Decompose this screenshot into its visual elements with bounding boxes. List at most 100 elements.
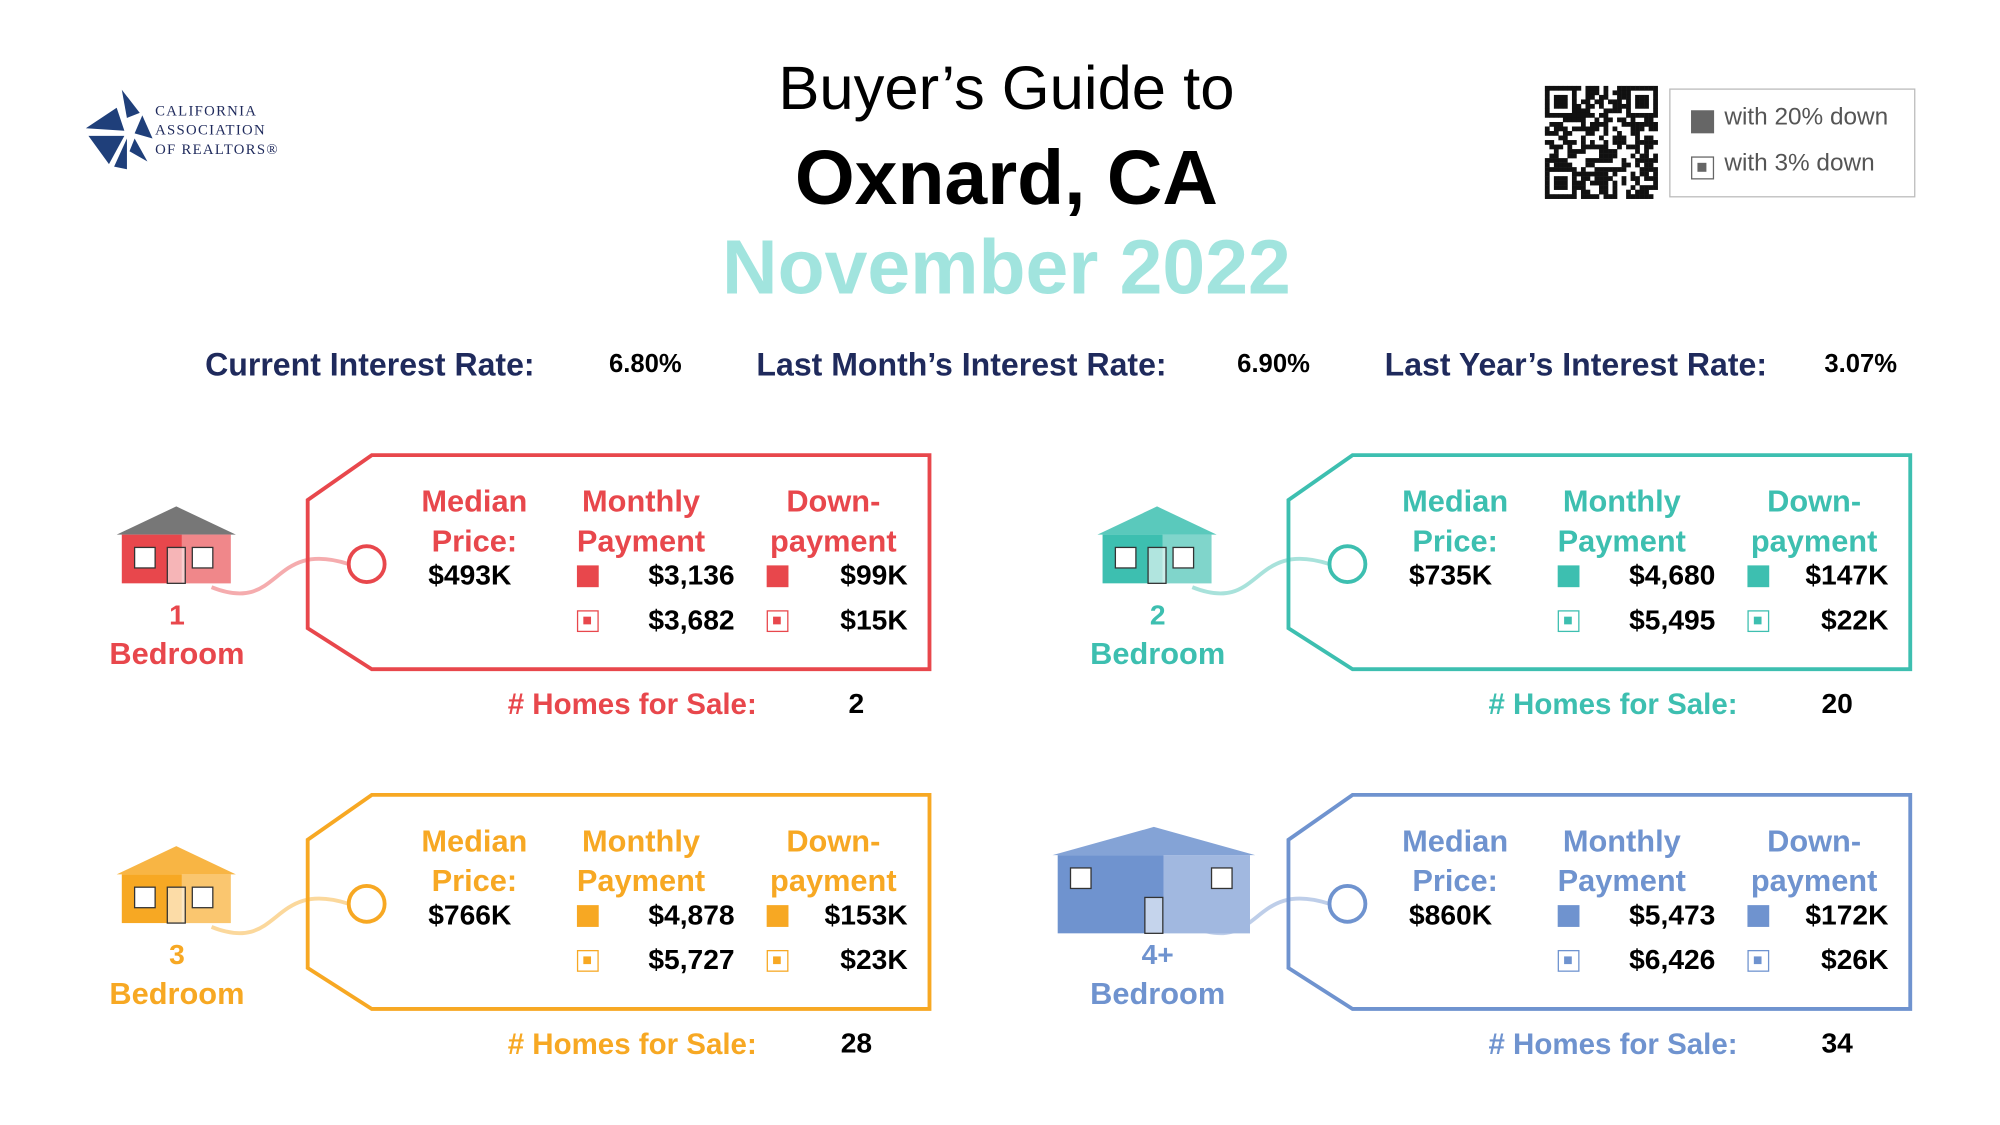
house-door	[1147, 546, 1167, 584]
qr-cell	[1644, 144, 1649, 150]
qr-cell	[1562, 180, 1568, 186]
qr-cell	[1553, 149, 1559, 154]
qr-cell	[1558, 144, 1564, 150]
qr-cell	[1635, 131, 1640, 136]
qr-cell	[1594, 90, 1600, 96]
payment-marker-inner	[1564, 616, 1572, 625]
homes-for-sale: 2	[848, 687, 865, 720]
qr-cell	[1621, 158, 1627, 163]
house-side	[1163, 855, 1250, 934]
qr-cell	[1599, 171, 1604, 177]
down-marker	[766, 565, 789, 588]
qr-cell	[1589, 171, 1595, 177]
logo-line: ASSOCIATION	[155, 123, 266, 139]
qr-cell	[1562, 94, 1568, 100]
qr-cell	[1635, 149, 1640, 154]
qr-cell	[1589, 126, 1595, 132]
qr-cell	[1589, 121, 1595, 127]
rate-label: Current Interest Rate:	[205, 347, 535, 384]
legend: with 20% down with 3% down	[1669, 88, 1916, 198]
qr-cell	[1639, 153, 1645, 159]
qr-cell	[1612, 180, 1618, 186]
qr-cell	[1562, 185, 1568, 190]
qr-cell	[1549, 121, 1555, 127]
qr-cell	[1603, 112, 1609, 118]
qr-cell	[1653, 103, 1658, 109]
logo-mark	[85, 89, 153, 170]
qr-cell	[1653, 140, 1658, 145]
down-marker	[766, 610, 789, 633]
qr-cell	[1617, 144, 1622, 150]
tag-string	[210, 556, 350, 596]
column-heading: Monthly Payment	[1557, 484, 1686, 559]
qr-cell	[1585, 189, 1591, 195]
qr-cell	[1589, 112, 1595, 118]
qr-cell	[1558, 94, 1564, 100]
date: November 2022	[722, 224, 1291, 311]
qr-cell	[1603, 194, 1609, 199]
qr-cell	[1612, 185, 1618, 190]
qr-cell	[1635, 112, 1640, 118]
card-graphic	[1097, 453, 1913, 672]
qr-cell	[1576, 149, 1582, 154]
qr-cell	[1644, 99, 1649, 105]
qr-cell	[1639, 126, 1645, 132]
qr-cell	[1635, 121, 1640, 127]
qr-cell	[1603, 185, 1609, 190]
qr-cell	[1639, 158, 1645, 163]
qr-cell	[1558, 176, 1564, 181]
qr-cell	[1644, 158, 1649, 163]
qr-cell	[1635, 99, 1640, 105]
card: 4+ Bedroom Median Price: Monthly Payment Dow…	[1052, 776, 1930, 1071]
qr-cell	[1626, 112, 1631, 118]
qr-cell	[1553, 103, 1559, 109]
qr-cell	[1585, 171, 1591, 177]
down-marker-inner	[1753, 956, 1762, 965]
homes-label: # Homes for Sale:	[507, 1026, 757, 1061]
payment-marker	[576, 565, 599, 588]
qr-cell	[1549, 140, 1555, 145]
qr-cell	[1567, 149, 1573, 154]
qr-cell	[1580, 189, 1586, 195]
qr-cell	[1567, 167, 1573, 172]
qr-cell	[1585, 99, 1591, 105]
qr-cell	[1635, 126, 1640, 132]
qr-cell	[1608, 167, 1613, 172]
qr-cell	[1630, 185, 1636, 190]
qr-cell	[1580, 126, 1586, 132]
qr-cell	[1585, 112, 1591, 118]
qr-cell	[1648, 194, 1654, 199]
qr-cell	[1599, 176, 1604, 181]
qr-cell	[1549, 158, 1555, 163]
qr-cell	[1544, 108, 1550, 114]
qr-cell	[1549, 131, 1555, 136]
qr-cell	[1580, 121, 1586, 127]
qr-cell	[1544, 140, 1550, 145]
qr-cell	[1571, 185, 1577, 190]
payment-marker	[576, 949, 599, 972]
qr-cell	[1585, 103, 1591, 109]
qr-cell	[1603, 85, 1609, 91]
qr-cell	[1594, 194, 1600, 199]
qr-cell	[1589, 194, 1595, 199]
qr-cell	[1626, 99, 1631, 105]
tag-hole	[1327, 883, 1368, 924]
payment-marker	[1557, 610, 1580, 633]
qr-cell	[1653, 108, 1658, 114]
qr-cell	[1635, 140, 1640, 145]
card: 1 Bedroom Median Price: Monthly Payment Down…	[77, 436, 949, 731]
qr-cell	[1608, 108, 1613, 114]
qr-cell	[1635, 176, 1640, 181]
legend-label: with 20% down	[1724, 103, 1889, 131]
card: 3 Bedroom Median Price: Monthly Payment Down…	[77, 776, 949, 1071]
qr-cell	[1612, 167, 1618, 172]
qr-cell	[1644, 153, 1649, 159]
qr-cell	[1599, 99, 1604, 105]
house-window	[1172, 546, 1195, 569]
qr-cell	[1617, 108, 1622, 114]
qr-cell	[1571, 117, 1577, 123]
qr-cell	[1648, 85, 1654, 91]
qr-cell	[1544, 85, 1550, 91]
city: Oxnard, CA	[794, 134, 1218, 221]
qr-cell	[1558, 180, 1564, 186]
